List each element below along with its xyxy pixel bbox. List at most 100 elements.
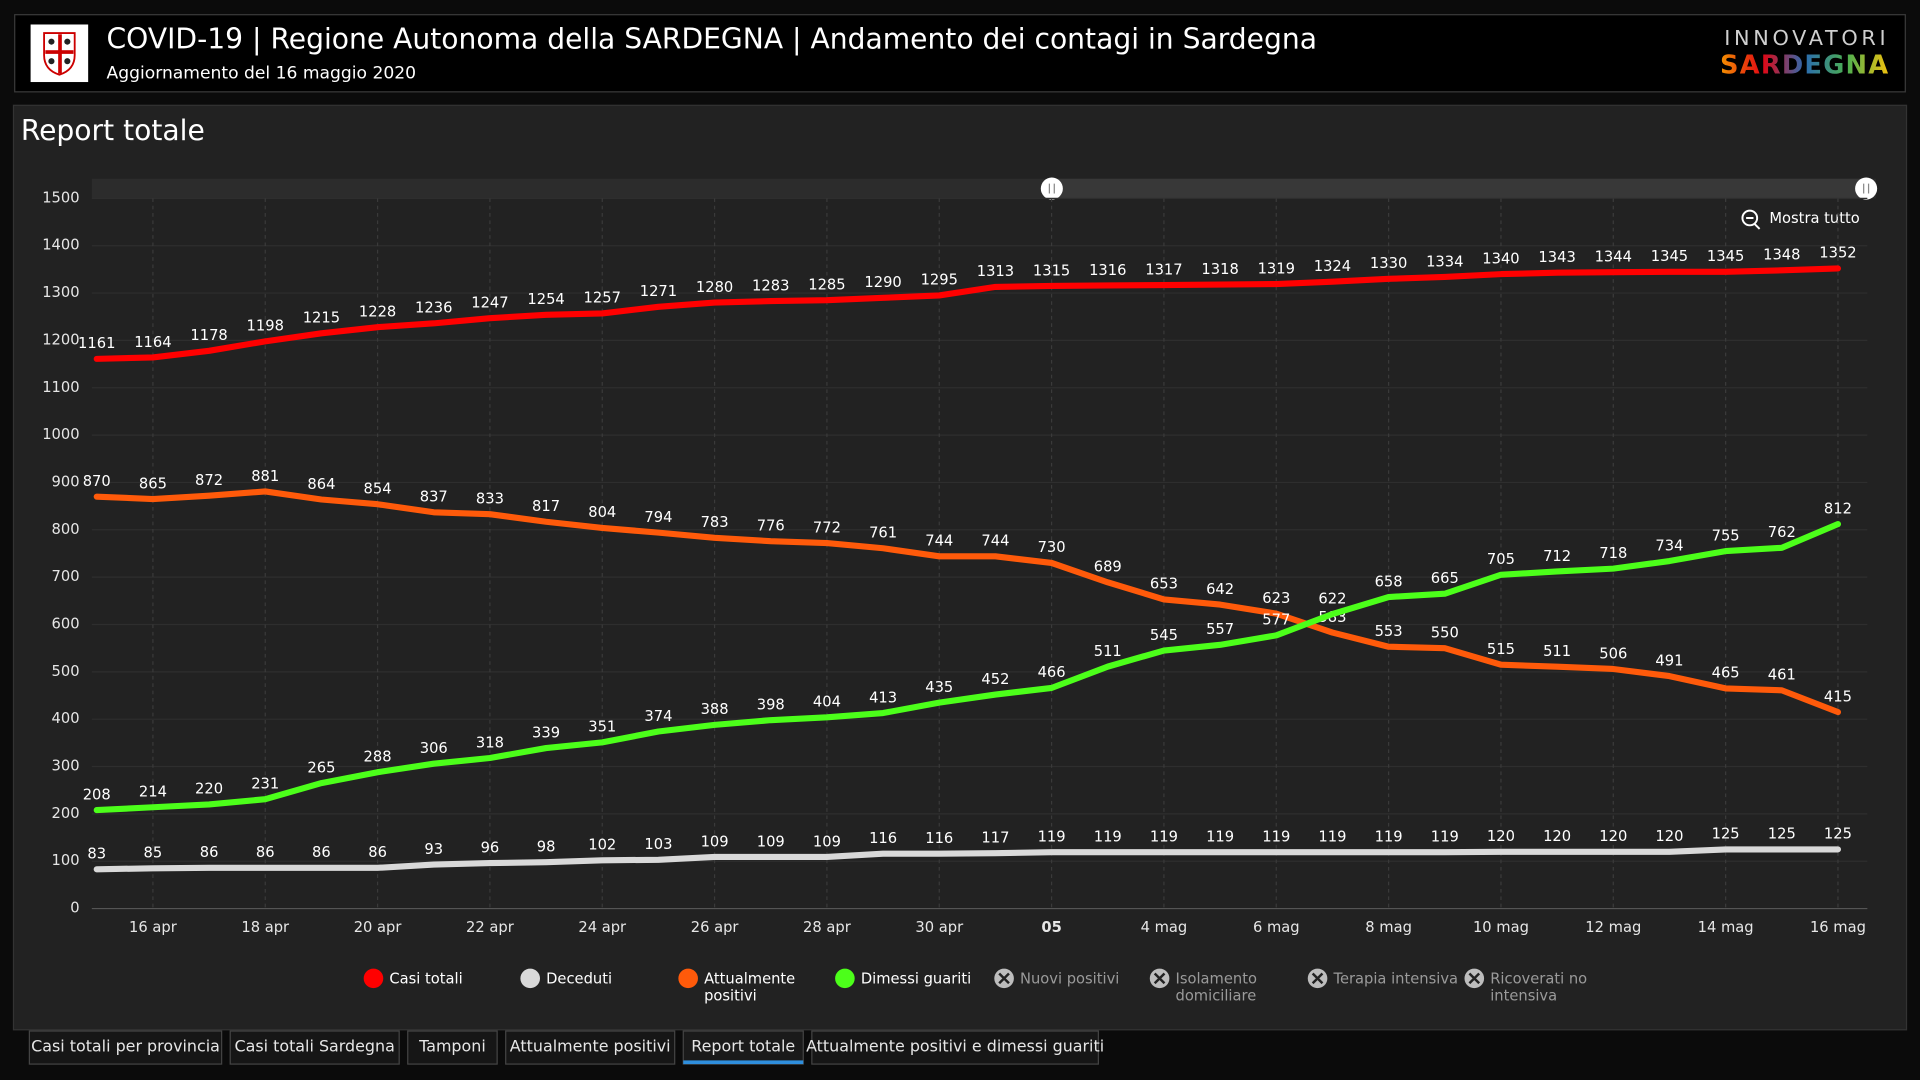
- data-label: 881: [251, 468, 279, 485]
- data-label: 658: [1375, 573, 1403, 590]
- legend-marker[interactable]: [363, 968, 384, 989]
- zoom-label[interactable]: Mostra tutto: [1769, 210, 1859, 227]
- tab-label[interactable]: Tamponi: [418, 1036, 486, 1055]
- data-label: 452: [981, 671, 1009, 688]
- y-tick-label: 1400: [42, 237, 79, 254]
- data-label: 622: [1318, 590, 1346, 607]
- tab-label[interactable]: Report totale: [691, 1036, 795, 1055]
- data-label: 119: [1206, 829, 1234, 846]
- data-label: 1316: [1089, 262, 1126, 279]
- tab-label[interactable]: Attualmente positivi: [510, 1036, 671, 1055]
- data-label: 85: [144, 845, 163, 862]
- x-tick-label: 12 mag: [1585, 919, 1641, 936]
- data-label: 1164: [134, 334, 171, 351]
- data-label: 119: [1262, 829, 1290, 846]
- data-label: 435: [925, 679, 953, 696]
- y-tick-label: 700: [52, 568, 80, 585]
- data-label: 864: [307, 476, 335, 493]
- tab[interactable]: [505, 1030, 676, 1065]
- data-label: 86: [256, 844, 275, 861]
- legend-label-hidden[interactable]: Isolamento domiciliare: [1176, 971, 1262, 1005]
- data-label: 120: [1599, 828, 1627, 845]
- header-title: COVID-19 | Regione Autonoma della SARDEG…: [107, 22, 1317, 55]
- data-label: 1348: [1763, 247, 1800, 264]
- legend-label[interactable]: Deceduti: [546, 971, 612, 988]
- zoom-out-button[interactable]: Mostra tutto: [1741, 209, 1860, 230]
- data-label: 208: [83, 786, 111, 803]
- data-label: 220: [195, 781, 223, 798]
- legend-label[interactable]: Casi totali: [389, 971, 462, 988]
- x-tick-label: 05: [1041, 919, 1061, 936]
- tab[interactable]: [682, 1030, 804, 1065]
- legend-marker-x: [1468, 972, 1481, 985]
- data-label: 351: [588, 719, 616, 736]
- x-tick-label: 18 apr: [241, 919, 290, 936]
- legend-label[interactable]: Dimessi guariti: [861, 971, 971, 988]
- data-label: 231: [251, 776, 279, 793]
- data-label: 116: [925, 830, 953, 847]
- x-tick-label: 22 apr: [466, 919, 515, 936]
- data-label: 1330: [1370, 255, 1407, 272]
- data-label: 712: [1543, 548, 1571, 565]
- legend-marker[interactable]: [678, 968, 698, 989]
- x-tick-label: 4 mag: [1141, 919, 1188, 936]
- data-label: 515: [1487, 641, 1515, 658]
- y-tick-label: 100: [52, 852, 80, 869]
- data-label: 109: [813, 833, 841, 850]
- tab-label[interactable]: Attualmente positivi e dimessi guariti: [806, 1036, 1104, 1055]
- data-label: 865: [139, 475, 167, 492]
- data-label: 109: [701, 833, 729, 850]
- legend-marker[interactable]: [520, 968, 540, 989]
- data-label: 1161: [78, 335, 115, 352]
- data-label: 117: [981, 829, 1009, 846]
- tab[interactable]: [229, 1030, 400, 1065]
- data-label: 511: [1543, 643, 1571, 660]
- x-tick-label: 26 apr: [691, 919, 740, 936]
- tab[interactable]: [811, 1030, 1099, 1065]
- data-label: 1315: [1033, 262, 1070, 279]
- data-label: 794: [644, 509, 672, 526]
- tab-active-indicator: [683, 1060, 804, 1065]
- data-label: 511: [1094, 643, 1122, 660]
- y-tick-label: 0: [70, 900, 79, 917]
- data-label: 1343: [1538, 249, 1575, 266]
- y-tick-label: 1300: [42, 284, 79, 301]
- logo: [30, 24, 89, 83]
- tab[interactable]: [28, 1030, 223, 1065]
- y-tick-label: 1100: [42, 379, 79, 396]
- scrollbar[interactable]: [91, 177, 1878, 200]
- y-tick-label: 200: [52, 805, 80, 822]
- data-label: 776: [757, 517, 785, 534]
- data-label: 689: [1094, 559, 1122, 576]
- tab-label[interactable]: Casi totali per provincia: [31, 1036, 220, 1055]
- x-tick-label: 8 mag: [1365, 919, 1412, 936]
- data-label: 833: [476, 490, 504, 507]
- y-tick-label: 500: [52, 663, 80, 680]
- legend-label-hidden[interactable]: Ricoverati no intensiva: [1490, 971, 1592, 1005]
- tab[interactable]: [407, 1030, 498, 1065]
- tab-label[interactable]: Casi totali Sardegna: [234, 1036, 394, 1055]
- data-label: 812: [1824, 500, 1852, 517]
- legend-label-hidden[interactable]: Nuovi positivi: [1020, 971, 1119, 988]
- x-tick-label: 30 apr: [915, 919, 964, 936]
- data-label: 1283: [752, 277, 789, 294]
- legend-marker-x: [1153, 972, 1166, 985]
- brand-bottom: SARDEGNA: [1720, 51, 1889, 81]
- x-tick-label: 16 mag: [1810, 919, 1866, 936]
- data-label: 265: [307, 759, 335, 776]
- y-tick-label: 400: [52, 710, 80, 727]
- data-label: 744: [981, 533, 1009, 550]
- legend-label-hidden[interactable]: Terapia intensiva: [1332, 971, 1458, 988]
- data-label: 623: [1262, 590, 1290, 607]
- data-label: 119: [1150, 829, 1178, 846]
- legend-label[interactable]: Attualmente positivi: [704, 971, 800, 1005]
- x-tick-label: 14 mag: [1698, 919, 1754, 936]
- data-label: 306: [420, 740, 448, 757]
- legend-marker[interactable]: [835, 968, 855, 989]
- series-line: [93, 488, 1842, 716]
- data-label: 461: [1768, 667, 1796, 684]
- data-label: 109: [757, 833, 785, 850]
- data-label: 1236: [415, 300, 452, 317]
- data-label: 804: [588, 504, 616, 521]
